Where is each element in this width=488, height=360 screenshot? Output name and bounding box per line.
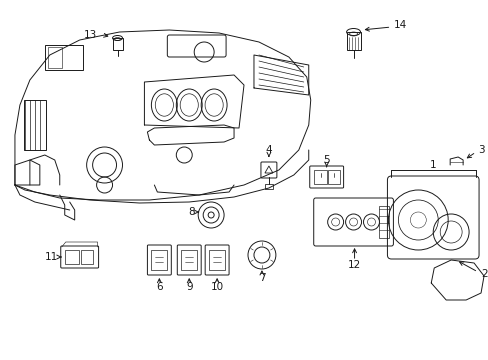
Bar (81, 250, 92, 264)
Bar (48, 47, 61, 68)
Text: 1: 1 (429, 160, 436, 170)
Bar (313, 170, 326, 184)
Text: 6: 6 (156, 282, 163, 292)
Bar (64, 250, 79, 264)
Text: 8: 8 (188, 207, 195, 217)
Text: 4: 4 (265, 145, 272, 155)
Text: 14: 14 (393, 20, 406, 30)
Bar (181, 250, 197, 270)
Bar (264, 184, 272, 189)
Bar (327, 170, 339, 184)
Bar (346, 32, 360, 50)
Text: 11: 11 (44, 252, 58, 262)
Text: 3: 3 (477, 145, 484, 155)
Bar (379, 206, 388, 238)
Bar (209, 250, 224, 270)
Bar (24, 100, 46, 150)
Bar (45, 45, 82, 70)
Bar (112, 38, 122, 50)
Text: 2: 2 (480, 269, 487, 279)
Text: 13: 13 (83, 30, 97, 40)
Text: 10: 10 (210, 282, 223, 292)
Text: 7: 7 (258, 273, 264, 283)
Text: 12: 12 (347, 260, 361, 270)
Bar (151, 250, 167, 270)
Text: 9: 9 (185, 282, 192, 292)
Text: 5: 5 (323, 155, 329, 165)
